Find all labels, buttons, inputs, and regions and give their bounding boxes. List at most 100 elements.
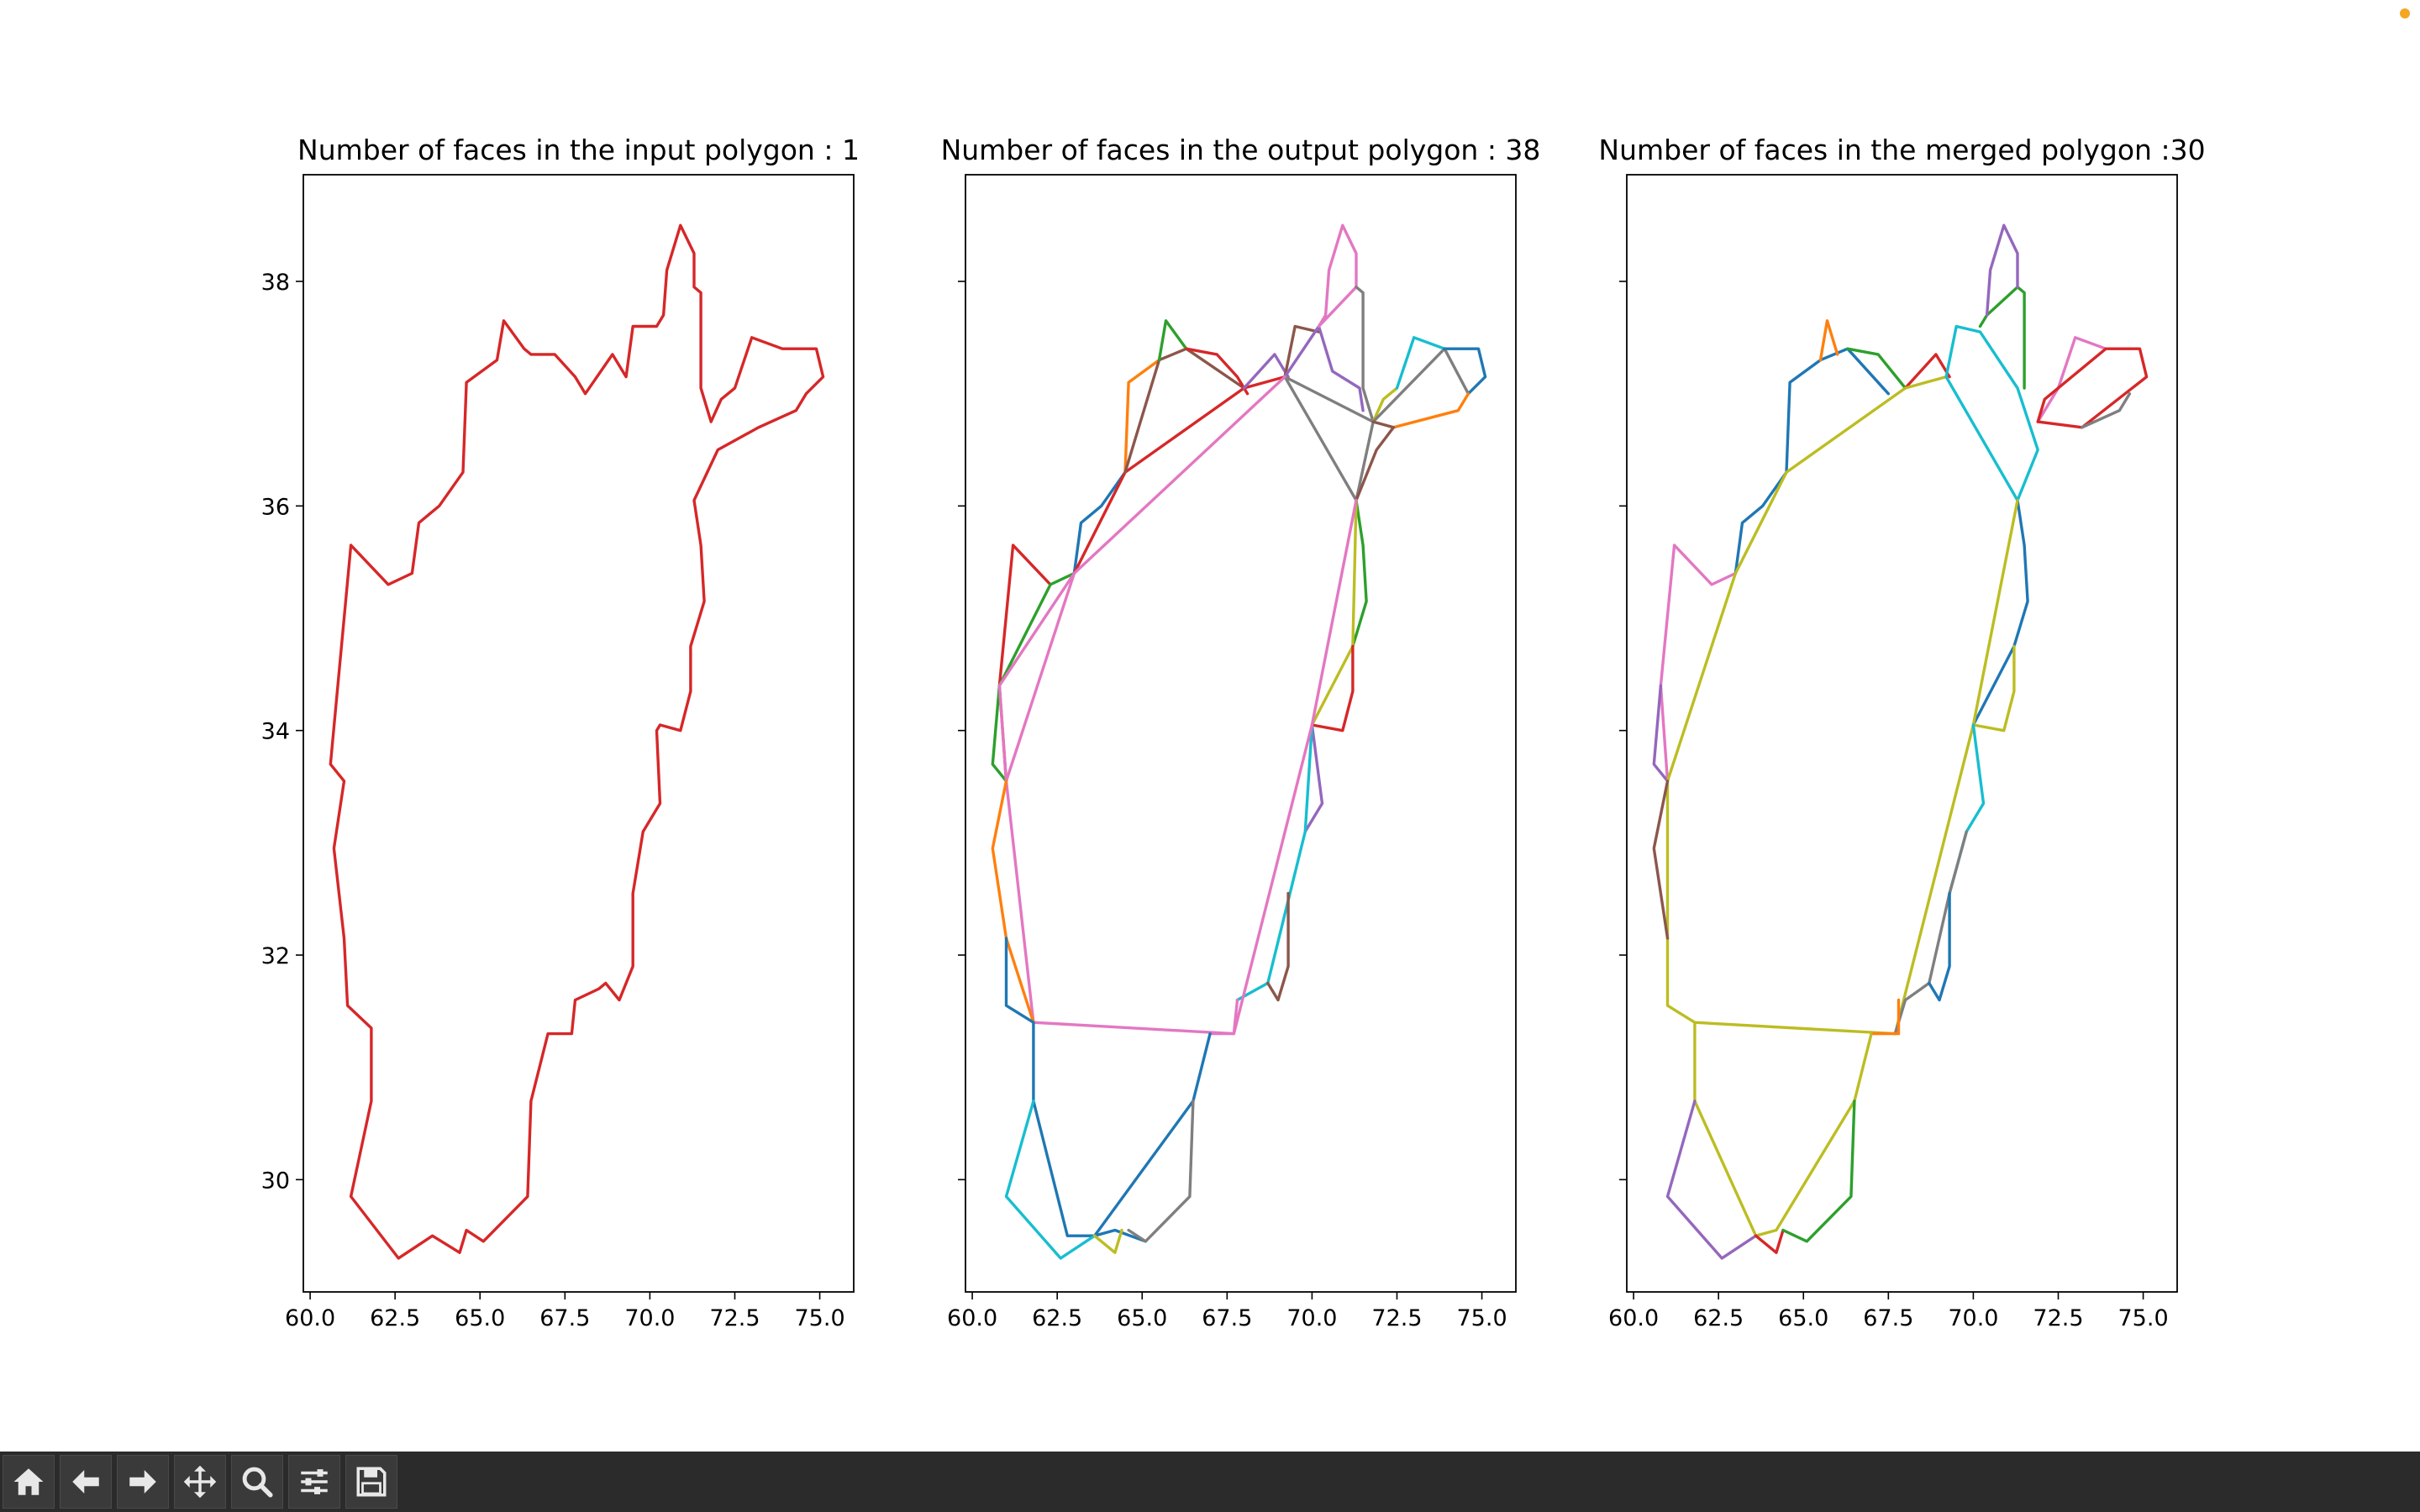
polygon-face-line [1971,498,2029,727]
subplot-title: Number of faces in the input polygon : 1 [297,134,860,166]
polygon-face-line [1283,324,1321,379]
polygon-face-line [1127,1100,1195,1243]
polygon-face-line [1928,891,1951,1002]
x-tick-label: 75.0 [1457,1305,1507,1331]
polygon-face-line [1665,1100,1758,1260]
figure: Number of faces in the input polygon : 1… [261,134,2206,1331]
x-tick-label: 62.5 [370,1305,420,1331]
polygon-face-line [1242,353,1290,390]
x-tick-label: 67.5 [1202,1305,1252,1331]
arrow-left-icon [72,1470,99,1494]
sliders-icon [301,1469,328,1494]
subplot-merged-polygon[interactable]: Number of faces in the merged polygon :3… [1598,134,2205,1331]
polygon-face-line [1235,723,1314,1002]
polygon-face-line [1123,347,1246,474]
configure-subplots-button[interactable] [288,1455,340,1509]
polygon-face-line [1355,420,1396,502]
polygon-face-line [997,571,1076,783]
polygon-face-line [1371,386,1399,423]
y-tick-label: 38 [261,270,290,296]
polygon-face-line [1004,375,1314,1036]
navigation-toolbar [0,1452,2420,1512]
polygon-face-line [1893,830,1969,1036]
x-tick-label: 60.0 [947,1305,997,1331]
axes-frame [302,174,855,1293]
polygon-face-line [1185,347,1249,396]
x-tick-label: 60.0 [285,1305,335,1331]
polygon-face-line [1310,498,1358,727]
forward-button[interactable] [117,1455,169,1509]
axes-frame [1626,174,2178,1293]
polygon-face-line [1303,723,1324,833]
x-tick-label: 67.5 [1863,1305,1913,1331]
polygon-face-line [1392,392,1470,429]
polygon-face-line [1283,324,1365,412]
arrow-right-icon [129,1470,156,1494]
polygon-face-line [997,543,1052,783]
polygon-face-line [1208,998,1239,1036]
polygon-face-line [1310,644,1355,732]
y-tick-label: 36 [261,494,290,520]
polygon-face-line [1971,644,2016,732]
polygon-face-line [997,571,1076,687]
x-tick-label: 65.0 [455,1305,505,1331]
polygon-face-line [991,780,1035,1024]
home-button[interactable] [3,1455,55,1509]
y-tick-label: 34 [261,719,290,745]
x-tick-label: 70.0 [624,1305,675,1331]
zoom-button[interactable] [231,1455,283,1509]
polygon-face-line [1317,223,1358,328]
polygon-face-line [1652,780,1670,940]
pan-button[interactable] [174,1455,226,1509]
x-tick-label: 60.0 [1608,1305,1659,1331]
x-tick-label: 72.5 [1371,1305,1422,1331]
polygon-face-line [1157,319,1188,362]
polygon-face-line [1004,937,1148,1243]
home-icon [13,1468,44,1495]
polygon-face-line [991,684,1008,783]
x-tick-label: 70.0 [1286,1305,1337,1331]
y-tick-label: 30 [261,1168,290,1194]
x-tick-label: 75.0 [2118,1305,2169,1331]
x-tick-label: 72.5 [709,1305,760,1331]
save-button[interactable] [345,1455,397,1509]
polygon-face-line [1283,375,1375,502]
polygon-face-line [329,223,825,1260]
polygon-face-line [1072,375,1286,575]
polygon-face-line [1652,684,1670,783]
status-dot [2400,8,2410,18]
polygon-face-line [1818,319,1839,362]
polygon-face-line [1754,1228,1785,1254]
polygon-face-line [1903,353,1951,390]
x-tick-label: 72.5 [2033,1305,2083,1331]
back-button[interactable] [60,1455,112,1509]
x-tick-label: 70.0 [1948,1305,1998,1331]
polygon-face-line [1443,347,1487,396]
polygon-face-line [2081,392,2132,429]
floppy-disk-icon [356,1467,387,1497]
x-tick-label: 65.0 [1778,1305,1828,1331]
x-tick-label: 65.0 [1117,1305,1167,1331]
polygon-face-line [1781,1100,1856,1243]
polygon-face-line [1072,470,1127,575]
subplot-output-polygon[interactable]: Number of faces in the output polygon : … [941,134,1541,1331]
polygon-face-line [1985,223,2019,317]
polygon-face-line [1870,998,1901,1036]
polygon-face-line [2036,347,2149,429]
polygon-face-line [2036,336,2107,423]
magnifier-icon [242,1467,273,1498]
polygon-face-line [1395,336,1446,390]
polygon-face-line [1846,347,1907,390]
polygon-face-line [1659,543,1738,783]
subplot-title: Number of faces in the merged polygon :3… [1598,134,2205,166]
polygon-face-line [1355,286,1375,423]
polygon-face-line [1665,498,2019,1036]
subplot-input-polygon[interactable]: Number of faces in the input polygon : 1… [261,134,860,1331]
x-tick-label: 62.5 [1693,1305,1744,1331]
polygon-face-line [1351,498,1368,648]
x-tick-label: 67.5 [539,1305,590,1331]
polygon-face-line [1693,1021,1873,1237]
polygon-face-line [1092,1228,1123,1254]
polygon-face-line [1266,891,1290,1002]
axes-frame [965,174,1517,1293]
